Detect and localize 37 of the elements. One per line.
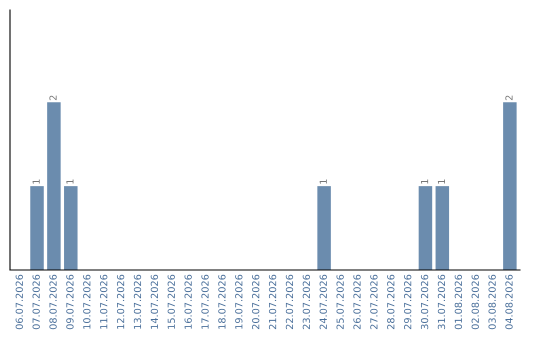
x-tick-label: 02.08.2026 [472,274,479,330]
x-tick-label: 26.07.2026 [353,274,361,330]
x-tick-label: 31.07.2026 [438,274,446,330]
x-tick-label: 13.07.2026 [134,274,142,329]
data-label: 1 [32,179,40,184]
data-label: 1 [66,179,74,184]
x-tick-label: 28.07.2026 [387,274,394,330]
data-label: 2 [505,96,513,100]
data-label: 2 [49,96,57,100]
x-tick-label: 10.07.2026 [83,274,91,329]
x-tick-label: 01.08.2026 [454,274,462,330]
x-tick-label: 03.08.2026 [488,274,496,330]
x-tick-label: 29.07.2026 [404,274,412,330]
x-tick-label: 06.07.2026 [16,274,23,330]
x-tick-label: 24.07.2026 [320,274,327,330]
x-tick-label: 27.07.2026 [370,274,378,330]
x-tick-label: 14.07.2026 [150,274,158,329]
x-tick-label: 09.07.2026 [66,274,74,330]
data-label: 1 [320,179,327,184]
x-tick-label: 25.07.2026 [336,274,344,330]
x-tick-label: 17.07.2026 [201,274,209,329]
data-label: 1 [421,179,428,184]
x-tick-label: 23.07.2026 [302,274,310,330]
x-tick-label: 12.07.2026 [116,274,124,329]
x-tick-label: 30.07.2026 [420,274,428,330]
x-tick-label: 11.07.2026 [100,274,108,329]
x-tick-label: 08.07.2026 [49,274,57,330]
x-tick-label: 07.07.2026 [32,274,40,330]
x-tick-label: 19.07.2026 [235,274,242,329]
x-tick-label: 20.07.2026 [252,274,260,330]
x-tick-label: 22.07.2026 [286,274,294,330]
x-tick-label: 16.07.2026 [184,274,192,329]
data-label: 1 [438,179,445,184]
x-tick-label: 21.07.2026 [268,274,276,330]
x-tick-label: 04.08.2026 [505,274,513,330]
x-tick-label: 18.07.2026 [218,274,226,329]
x-tick-label: 15.07.2026 [168,274,175,329]
